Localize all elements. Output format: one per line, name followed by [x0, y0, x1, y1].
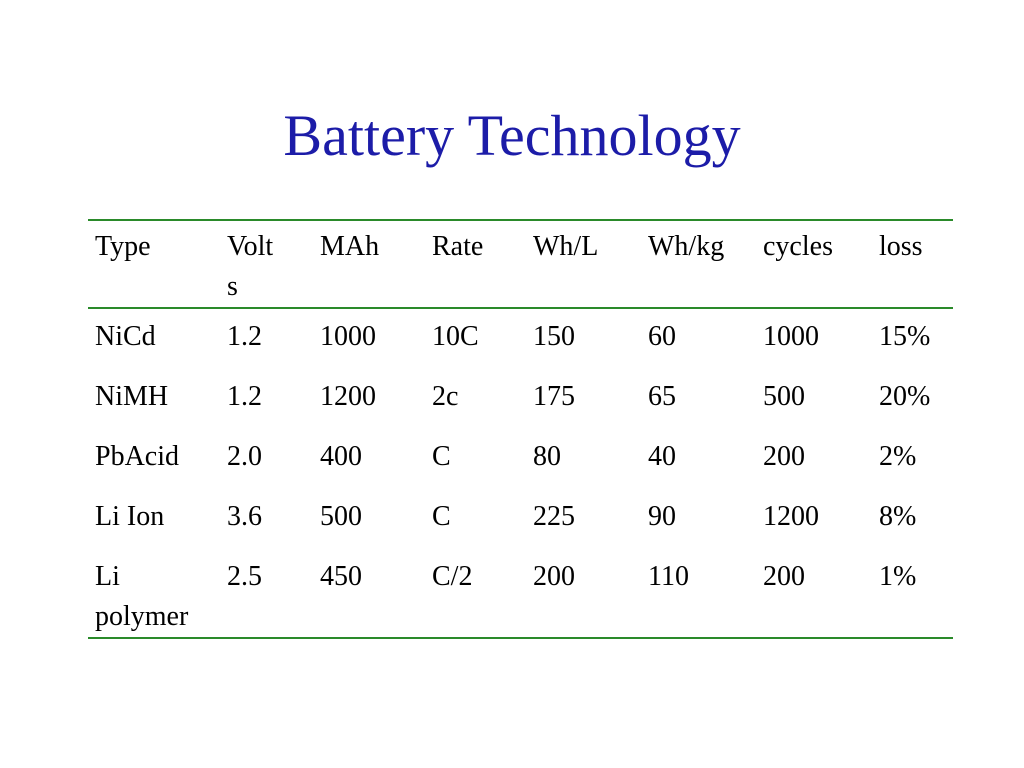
- table-cell: 10C: [432, 321, 479, 352]
- table-cell: 3.6: [227, 501, 262, 532]
- table-cell: 225: [533, 501, 575, 532]
- table-cell: C: [432, 501, 451, 532]
- table-cell: 200: [763, 441, 805, 472]
- table-row: NiMH 1.2 1200 2c 175 65 500 20%: [88, 369, 953, 429]
- table-cell: 15%: [879, 321, 931, 352]
- table-row: Li Ion 3.6 500 C 225 90 1200 8%: [88, 489, 953, 549]
- table-cell: C: [432, 441, 451, 472]
- table-cell: 1000: [320, 321, 376, 352]
- table-cell: NiMH: [95, 381, 169, 412]
- header-cell: Type: [88, 219, 220, 309]
- table-cell: 20%: [879, 381, 931, 412]
- header-cell: Rate: [425, 219, 526, 309]
- header-row: Type Volts MAh Rate Wh/L Wh/kg cycles loss: [88, 219, 953, 309]
- header-cell: MAh: [313, 219, 425, 309]
- table-cell: 2.0: [227, 441, 262, 472]
- table-cell: Li Ion: [95, 501, 165, 532]
- table-cell: 2c: [432, 381, 459, 412]
- table-cell: 40: [648, 441, 676, 472]
- header-cell: Wh/kg: [641, 219, 756, 309]
- table-row: NiCd 1.2 1000 10C 150 60 1000 15%: [88, 308, 953, 369]
- table-cell: 1.2: [227, 321, 262, 352]
- table-cell: 400: [320, 441, 362, 472]
- header-cell: Wh/L: [526, 219, 641, 309]
- header-cell: cycles: [756, 219, 872, 309]
- table-cell: 200: [526, 549, 641, 639]
- table-cell: 150: [533, 321, 575, 352]
- table-cell: 200: [756, 549, 872, 639]
- table-cell: 65: [648, 381, 676, 412]
- table-row: Li polymer 2.5 450 C/2 200 110 200 1%: [88, 549, 953, 639]
- table-cell: 1%: [872, 549, 953, 639]
- table-cell: 110: [641, 549, 756, 639]
- table-cell: 1200: [320, 381, 376, 412]
- table-row: PbAcid 2.0 400 C 80 40 200 2%: [88, 429, 953, 489]
- table-cell: 8%: [879, 501, 917, 532]
- table-cell: 90: [648, 501, 676, 532]
- table-cell: 1000: [763, 321, 819, 352]
- table-cell: Li polymer: [88, 549, 220, 639]
- table-cell: 175: [533, 381, 575, 412]
- table-cell: PbAcid: [95, 441, 179, 472]
- table-cell: 60: [648, 321, 676, 352]
- table-cell: 500: [763, 381, 805, 412]
- slide-title: Battery Technology: [283, 103, 741, 168]
- battery-table: Type Volts MAh Rate Wh/L Wh/kg cycles loss NiCd 1…: [88, 219, 953, 639]
- header-cell: loss: [872, 219, 953, 309]
- table-cell: 2%: [879, 441, 917, 472]
- table-cell: 80: [533, 441, 561, 472]
- table-cell: 450: [313, 549, 425, 639]
- table-cell: 500: [320, 501, 362, 532]
- table-cell: 1.2: [227, 381, 262, 412]
- table-cell: 2.5: [220, 549, 313, 639]
- table-cell: NiCd: [95, 321, 156, 352]
- table-cell: 1200: [763, 501, 819, 532]
- table-cell: C/2: [425, 549, 526, 639]
- header-cell: Volts: [220, 219, 313, 309]
